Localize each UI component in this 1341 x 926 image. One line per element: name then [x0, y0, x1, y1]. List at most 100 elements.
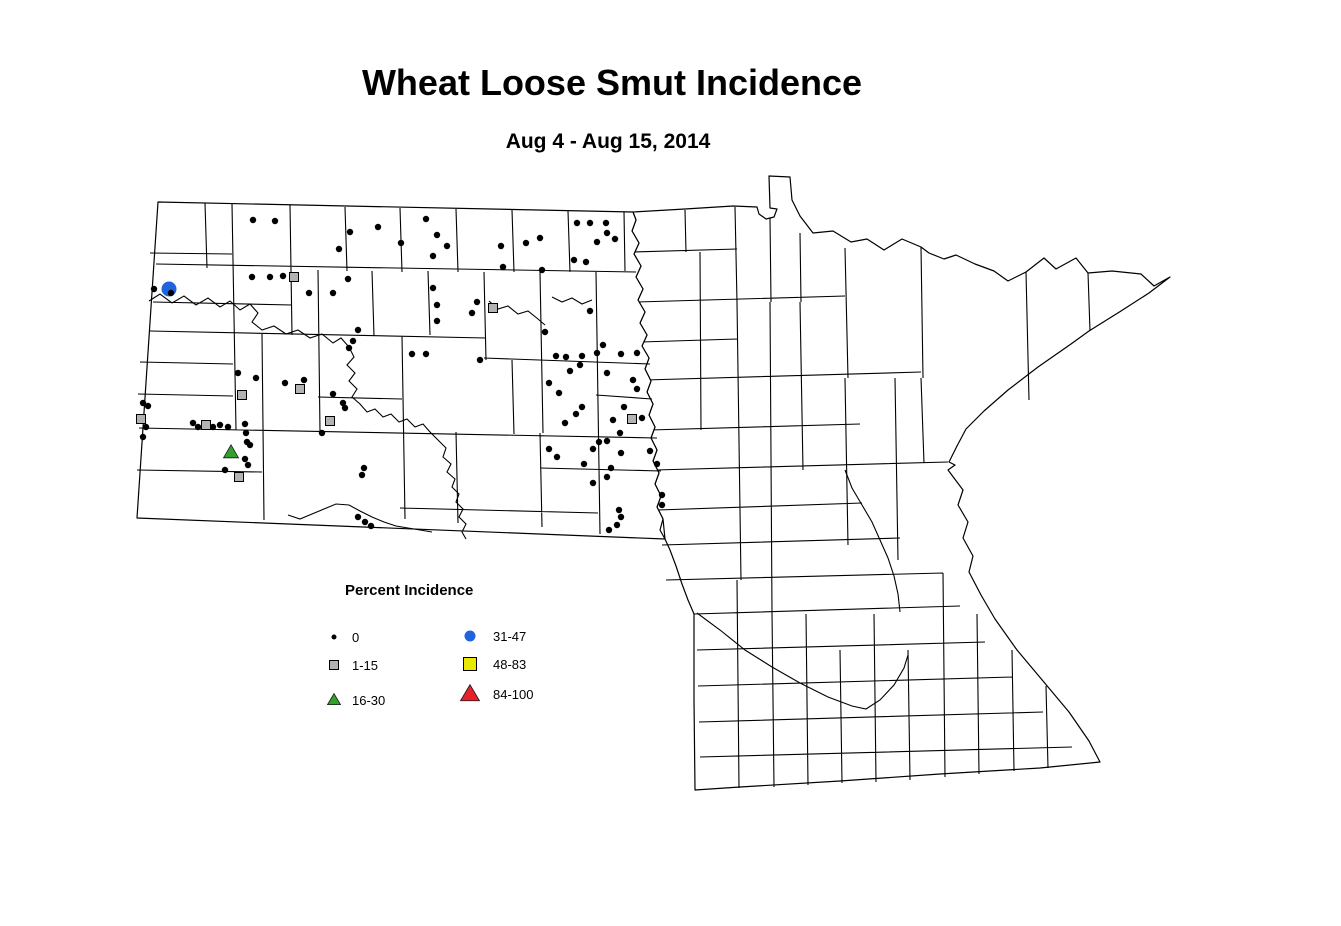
incidence-0-marker — [252, 374, 260, 382]
incidence-1-15-marker — [234, 472, 244, 482]
incidence-0-marker — [536, 234, 544, 242]
incidence-0-marker — [605, 526, 613, 534]
incidence-0-marker — [589, 445, 597, 453]
incidence-0-marker — [234, 369, 242, 377]
legend-item-0: 0 — [321, 625, 385, 649]
legend-item-16-30: 16-30 — [321, 688, 385, 712]
incidence-0-marker — [593, 349, 601, 357]
incidence-0-marker — [216, 421, 224, 429]
incidence-0-marker — [224, 423, 232, 431]
incidence-0-marker — [300, 376, 308, 384]
legend-item-label: 1-15 — [352, 657, 379, 673]
legend-column-left: 0 1-15 16-30 — [321, 625, 385, 712]
incidence-0-marker — [553, 453, 561, 461]
incidence-0-marker — [422, 350, 430, 358]
incidence-0-marker — [221, 466, 229, 474]
north-dakota-rivers — [148, 293, 593, 540]
triangle-icon — [326, 692, 342, 706]
incidence-0-marker — [555, 389, 563, 397]
incidence-0-marker — [360, 464, 368, 472]
incidence-markers — [136, 215, 666, 534]
incidence-0-marker — [572, 410, 580, 418]
incidence-0-marker — [586, 219, 594, 227]
incidence-0-marker — [397, 239, 405, 247]
incidence-0-marker — [620, 403, 628, 411]
incidence-0-marker — [473, 298, 481, 306]
incidence-0-marker — [616, 429, 624, 437]
incidence-0-marker — [341, 404, 349, 412]
incidence-0-marker — [589, 479, 597, 487]
incidence-0-marker — [609, 416, 617, 424]
incidence-0-marker — [658, 501, 666, 509]
incidence-0-marker — [408, 350, 416, 358]
incidence-0-marker — [433, 301, 441, 309]
incidence-0-marker — [361, 518, 369, 526]
incidence-0-marker — [617, 513, 625, 521]
triangle-icon — [459, 683, 481, 702]
incidence-0-marker — [209, 423, 217, 431]
incidence-0-marker — [541, 328, 549, 336]
incidence-0-marker — [638, 414, 646, 422]
incidence-0-marker — [422, 215, 430, 223]
incidence-0-marker — [241, 455, 249, 463]
incidence-0-marker — [142, 423, 150, 431]
incidence-0-marker — [335, 245, 343, 253]
incidence-0-marker — [248, 273, 256, 281]
incidence-0-marker — [244, 461, 252, 469]
incidence-0-marker — [354, 326, 362, 334]
incidence-0-marker — [468, 309, 476, 317]
incidence-0-marker — [329, 289, 337, 297]
incidence-0-marker — [603, 437, 611, 445]
minnesota-rivers — [696, 469, 909, 710]
incidence-0-marker — [305, 289, 313, 297]
dot-icon — [331, 634, 337, 640]
incidence-0-marker — [139, 433, 147, 441]
incidence-0-marker — [242, 429, 250, 437]
incidence-0-marker — [576, 361, 584, 369]
incidence-0-marker — [545, 379, 553, 387]
legend-item-1-15: 1-15 — [321, 653, 385, 677]
incidence-0-marker — [633, 385, 641, 393]
incidence-0-marker — [570, 256, 578, 264]
incidence-1-15-marker — [295, 384, 305, 394]
incidence-0-marker — [613, 521, 621, 529]
incidence-0-marker — [354, 513, 362, 521]
incidence-0-marker — [617, 449, 625, 457]
figure-title: Wheat Loose Smut Incidence — [361, 62, 863, 103]
legend-item-label: 16-30 — [352, 692, 386, 708]
incidence-0-marker — [603, 473, 611, 481]
legend-column-right: 31-47 48-83 84-100 — [457, 624, 533, 706]
minnesota-county-lines — [633, 206, 1091, 789]
legend-item-label: 84-100 — [493, 686, 534, 702]
incidence-0-marker — [318, 429, 326, 437]
incidence-0-marker — [144, 402, 152, 410]
incidence-0-marker — [339, 399, 347, 407]
incidence-1-15-marker — [201, 420, 211, 430]
incidence-0-marker — [578, 352, 586, 360]
incidence-0-marker — [249, 216, 257, 224]
incidence-0-marker — [538, 266, 546, 274]
incidence-0-marker — [433, 317, 441, 325]
incidence-0-marker — [241, 420, 249, 428]
incidence-0-marker — [582, 258, 590, 266]
incidence-1-15-marker — [289, 272, 299, 282]
incidence-1-15-marker — [237, 390, 247, 400]
incidence-0-marker — [246, 441, 254, 449]
figure-subtitle: Aug 4 - Aug 15, 2014 — [505, 130, 711, 153]
incidence-0-marker — [271, 217, 279, 225]
incidence-0-marker — [429, 284, 437, 292]
incidence-0-marker — [595, 438, 603, 446]
incidence-0-marker — [573, 219, 581, 227]
incidence-0-marker — [522, 239, 530, 247]
incidence-0-marker — [617, 350, 625, 358]
incidence-0-marker — [189, 419, 197, 427]
incidence-0-marker — [443, 242, 451, 250]
incidence-0-marker — [433, 231, 441, 239]
incidence-0-marker — [344, 275, 352, 283]
incidence-0-marker — [194, 423, 202, 431]
incidence-16-30-marker — [222, 443, 240, 459]
legend-item-label: 48-83 — [493, 656, 527, 672]
incidence-0-marker — [374, 223, 382, 231]
minnesota-outline — [631, 175, 1171, 791]
